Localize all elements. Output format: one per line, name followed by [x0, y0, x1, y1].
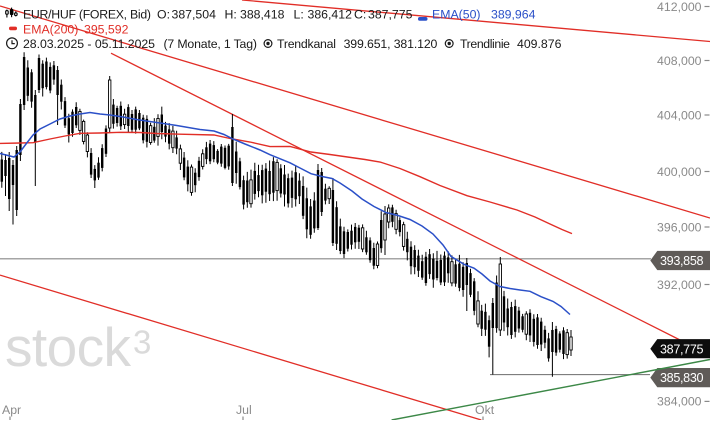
svg-text:EUR/HUF (FOREX, Bid): EUR/HUF (FOREX, Bid)	[23, 8, 151, 22]
svg-text:404,000: 404,000	[657, 108, 702, 122]
svg-text:EMA(50): EMA(50)	[432, 8, 481, 22]
svg-text:396,000: 396,000	[657, 220, 702, 234]
svg-text:387,775: 387,775	[368, 8, 413, 22]
svg-text:388,418: 388,418	[240, 8, 285, 22]
svg-text:3: 3	[133, 324, 151, 361]
svg-text:L:: L:	[294, 8, 304, 22]
svg-text:Jul: Jul	[236, 403, 252, 417]
svg-text:412,000: 412,000	[657, 0, 702, 14]
svg-text:Apr: Apr	[2, 403, 21, 417]
svg-text:stock: stock	[5, 316, 132, 378]
svg-text:H:: H:	[225, 8, 237, 22]
svg-text:393,858: 393,858	[660, 254, 704, 268]
svg-text:395,592: 395,592	[84, 22, 129, 36]
svg-text:EMA(200): EMA(200)	[23, 22, 78, 36]
svg-text:C:: C:	[354, 8, 366, 22]
svg-text:399.651, 381.120: 399.651, 381.120	[344, 37, 438, 51]
svg-text:408,000: 408,000	[657, 54, 702, 68]
svg-text:384,000: 384,000	[657, 395, 702, 409]
svg-text:Trendlinie: Trendlinie	[460, 37, 510, 51]
svg-text:392,000: 392,000	[657, 278, 702, 292]
svg-text:28.03.2025 - 05.11.2025: 28.03.2025 - 05.11.2025	[23, 37, 155, 51]
svg-text:386,412: 386,412	[308, 8, 353, 22]
svg-text:409.876: 409.876	[517, 37, 562, 51]
svg-text:387,504: 387,504	[172, 8, 217, 22]
svg-text:(7 Monate, 1 Tag): (7 Monate, 1 Tag)	[164, 37, 258, 51]
svg-text:387,775: 387,775	[660, 342, 704, 356]
svg-text:Trendkanal: Trendkanal	[277, 37, 336, 51]
svg-text:O:: O:	[157, 8, 170, 22]
svg-text:385,830: 385,830	[660, 371, 704, 385]
svg-text:389,964: 389,964	[491, 8, 536, 22]
svg-text:Okt: Okt	[475, 403, 495, 417]
svg-text:400,000: 400,000	[657, 165, 702, 179]
